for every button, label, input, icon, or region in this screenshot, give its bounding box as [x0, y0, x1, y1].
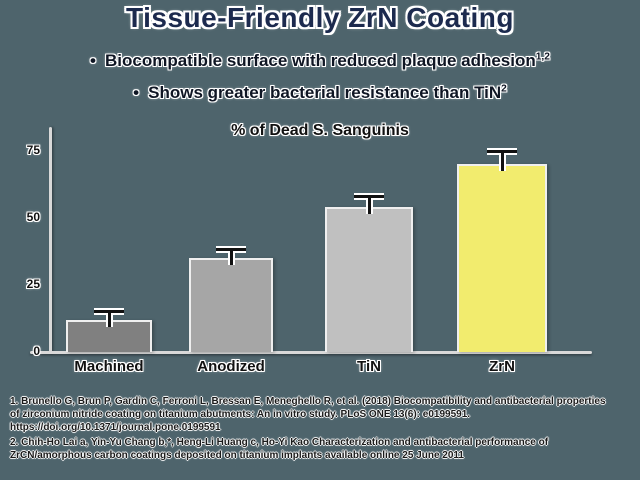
y-tick-label-25: 25	[26, 277, 40, 291]
bar-anodized	[189, 258, 273, 352]
error-bar-machined	[94, 310, 124, 327]
footnotes: 1. Brunello G, Brun P, Gardin C, Ferroni…	[10, 395, 610, 464]
bullet-icon: •	[133, 83, 140, 102]
error-bar-cap	[216, 248, 246, 251]
bullet-1-citation-superscript: 1,2	[535, 51, 550, 63]
x-label-anodized: Anodized	[197, 358, 265, 375]
chart-title: % of Dead S. Sanguinis	[231, 122, 409, 139]
error-bar-stem	[229, 251, 233, 265]
y-tick-label-50: 50	[26, 210, 40, 224]
bar-zrn	[457, 164, 547, 352]
y-axis-line	[49, 127, 52, 354]
bullet-2-text: Shows greater bacterial resistance than …	[148, 83, 502, 102]
error-bar-tin	[354, 195, 384, 214]
x-label-machined: Machined	[74, 358, 144, 375]
error-bar-stem	[367, 198, 371, 214]
bar-tin	[325, 207, 413, 352]
error-bar-cap	[487, 150, 517, 153]
x-label-tin: TiN	[357, 358, 381, 375]
error-bar-stem	[107, 313, 111, 327]
bullet-1-text: Biocompatible surface with reduced plaqu…	[105, 51, 536, 70]
error-bar-stem	[500, 153, 504, 171]
error-bar-cap	[354, 195, 384, 198]
bullet-2-citation-superscript: 2	[501, 83, 507, 95]
bullet-biocompatible: • Biocompatible surface with reduced plaq…	[0, 51, 640, 71]
footnote-2: 2. Chih-Ho Lai a, Yin-Yu Chang b,*, Heng…	[10, 437, 549, 461]
error-bar-cap	[94, 310, 124, 313]
error-bar-zrn	[487, 150, 517, 171]
bullet-icon: •	[90, 51, 96, 70]
y-tick-label-75: 75	[26, 143, 40, 157]
x-label-zrn: ZrN	[489, 358, 515, 375]
slide-title: Tissue-Friendly ZrN Coating	[126, 2, 514, 33]
error-bar-anodized	[216, 248, 246, 265]
x-axis-line	[30, 351, 592, 354]
y-tick-label-0: 0	[33, 344, 40, 358]
footnote-1: 1. Brunello G, Brun P, Gardin C, Ferroni…	[10, 396, 606, 433]
bullet-bacterial-resistance: • Shows greater bacterial resistance than…	[0, 83, 640, 103]
